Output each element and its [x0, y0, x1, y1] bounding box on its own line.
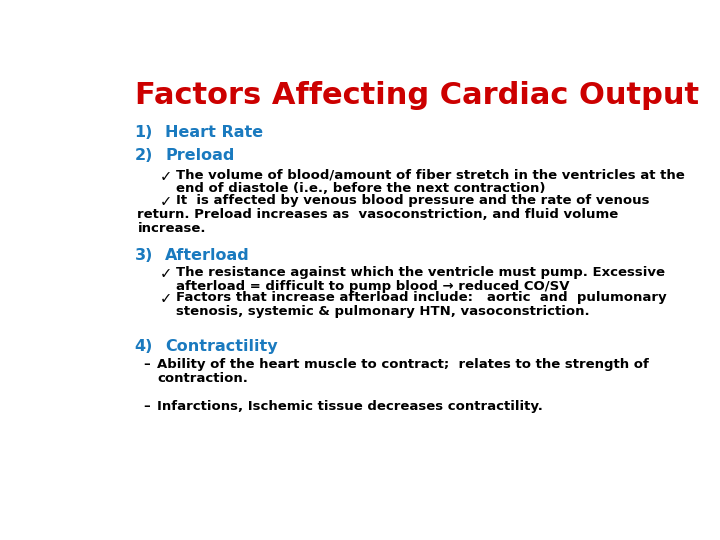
Text: The resistance against which the ventricle must pump. Excessive: The resistance against which the ventric… [176, 266, 665, 280]
Text: Afterload: Afterload [166, 248, 250, 263]
Text: –: – [143, 400, 150, 413]
Text: Factors Affecting Cardiac Output: Factors Affecting Cardiac Output [135, 82, 699, 111]
Text: return. Preload increases as  vasoconstriction, and fluid volume: return. Preload increases as vasoconstri… [138, 208, 618, 221]
Text: Heart Rate: Heart Rate [166, 125, 264, 140]
Text: ✓: ✓ [160, 168, 172, 184]
Text: increase.: increase. [138, 222, 206, 235]
Text: 3): 3) [135, 248, 153, 263]
Text: Ability of the heart muscle to contract;  relates to the strength of: Ability of the heart muscle to contract;… [157, 358, 649, 371]
Text: The volume of blood/amount of fiber stretch in the ventricles at the: The volume of blood/amount of fiber stre… [176, 168, 685, 182]
Text: 4): 4) [135, 339, 153, 354]
Text: end of diastole (i.e., before the next contraction): end of diastole (i.e., before the next c… [176, 183, 546, 195]
Text: 2): 2) [135, 148, 153, 163]
Text: Factors that increase afterload include:   aortic  and  pulumonary: Factors that increase afterload include:… [176, 292, 667, 305]
Text: contraction.: contraction. [157, 372, 248, 384]
Text: Preload: Preload [166, 148, 235, 163]
Text: afterload = difficult to pump blood → reduced CO/SV: afterload = difficult to pump blood → re… [176, 280, 570, 293]
Text: stenosis, systemic & pulmonary HTN, vasoconstriction.: stenosis, systemic & pulmonary HTN, vaso… [176, 305, 590, 318]
Text: –: – [143, 358, 150, 371]
Text: 1): 1) [135, 125, 153, 140]
Text: ✓: ✓ [160, 266, 172, 281]
Text: Contractility: Contractility [166, 339, 278, 354]
Text: ✓: ✓ [160, 292, 172, 306]
Text: Infarctions, Ischemic tissue decreases contractility.: Infarctions, Ischemic tissue decreases c… [157, 400, 543, 413]
Text: ✓: ✓ [160, 194, 172, 208]
Text: It  is affected by venous blood pressure and the rate of venous: It is affected by venous blood pressure … [176, 194, 650, 207]
